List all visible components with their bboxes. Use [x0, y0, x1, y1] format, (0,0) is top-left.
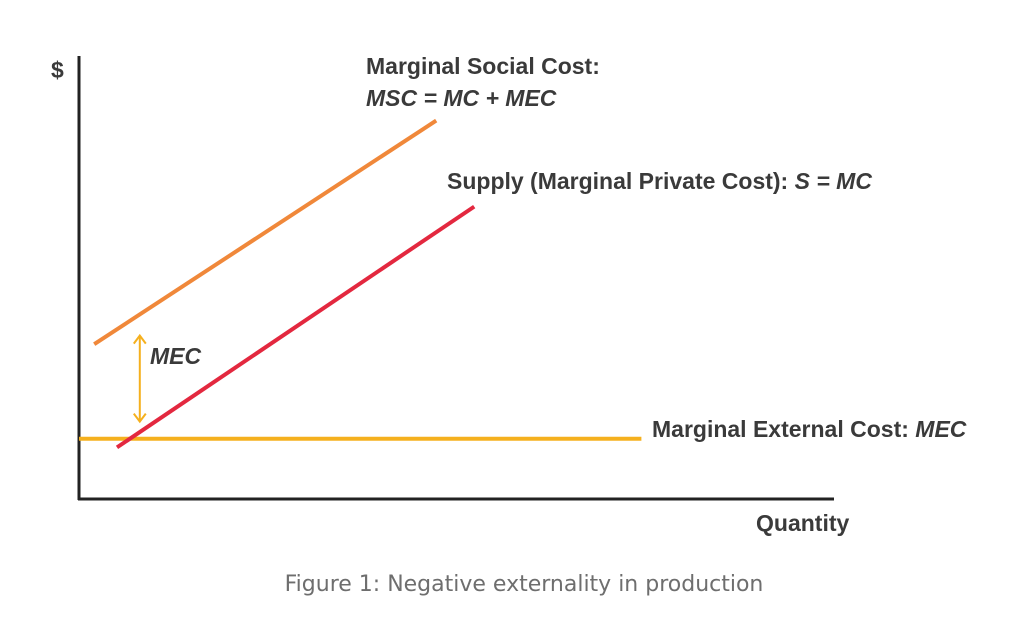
mec-gap-arrowhead-top: [133, 333, 147, 345]
msc-label-title: Marginal Social Cost:: [366, 53, 600, 79]
supply-label-formula: S = MC: [795, 168, 873, 194]
msc-line: [93, 118, 438, 346]
figure-caption: Figure 1: Negative externality in produc…: [285, 572, 764, 597]
msc-label-formula: MSC = MC + MEC: [366, 85, 557, 111]
mec-label-prefix: Marginal External Cost:: [652, 416, 915, 442]
mec-gap-annotation: [133, 333, 147, 424]
y-axis-label: $: [51, 57, 64, 83]
supply-label-prefix: Supply (Marginal Private Cost):: [447, 168, 795, 194]
x-axis-label: Quantity: [756, 510, 849, 536]
mec-gap-label: MEC: [150, 343, 202, 369]
supply-label: Supply (Marginal Private Cost): S = MC: [447, 168, 872, 194]
mec-label: Marginal External Cost: MEC: [652, 416, 967, 442]
mec-label-formula: MEC: [915, 416, 967, 442]
mec-gap-arrowhead-bottom: [133, 413, 147, 424]
supply-line: [115, 204, 476, 450]
